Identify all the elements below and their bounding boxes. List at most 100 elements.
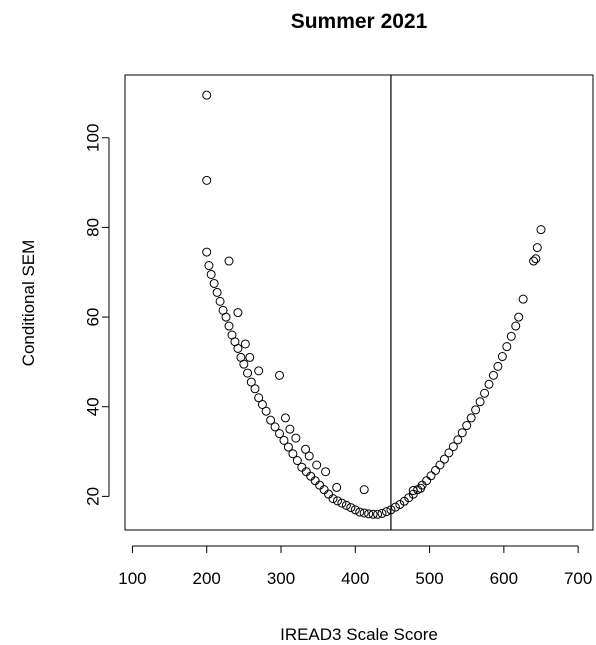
data-point [337, 498, 347, 508]
data-point [471, 405, 481, 415]
data-point [453, 435, 463, 445]
x-tick-label: 500 [415, 569, 443, 588]
data-point [457, 428, 467, 438]
data-point [301, 444, 311, 454]
data-point [275, 429, 285, 439]
data-points [202, 90, 546, 519]
data-point [240, 339, 250, 349]
data-point [536, 225, 546, 235]
data-point [257, 399, 267, 409]
data-point [283, 442, 293, 452]
data-point [359, 508, 369, 518]
data-point [280, 413, 290, 423]
data-point [484, 379, 494, 389]
data-point [506, 331, 516, 341]
data-point [373, 509, 383, 519]
data-point [328, 494, 338, 504]
data-point [529, 256, 539, 266]
data-point [285, 424, 295, 434]
data-point [511, 321, 521, 331]
data-point [439, 454, 449, 464]
axes: 100 200 300 400 500 600 700 20 40 60 80 100 [83, 75, 592, 588]
data-point [332, 496, 342, 506]
data-point [321, 467, 331, 477]
data-point [315, 480, 325, 490]
data-point [310, 476, 320, 486]
data-point [306, 471, 316, 481]
data-point [233, 343, 243, 353]
data-point [466, 413, 476, 423]
data-point [206, 269, 216, 279]
data-point [279, 435, 289, 445]
data-point [502, 342, 512, 352]
y-tick-label: 100 [83, 124, 102, 152]
data-point [381, 507, 391, 517]
data-point [416, 483, 426, 493]
data-point [390, 502, 400, 512]
data-point [426, 471, 436, 481]
y-tick-label: 80 [83, 218, 102, 237]
x-axis-label: IREAD3 Scale Score [280, 625, 438, 644]
data-point [202, 90, 212, 100]
data-point [239, 359, 249, 369]
data-point [497, 352, 507, 362]
data-point [386, 505, 396, 515]
data-point [204, 261, 214, 271]
chart-title: Summer 2021 [291, 10, 428, 33]
data-point [422, 476, 432, 486]
data-point [364, 509, 374, 519]
data-point [275, 370, 285, 380]
data-point [332, 482, 342, 492]
data-point [212, 287, 222, 297]
data-point [270, 422, 280, 432]
data-point [209, 278, 219, 288]
data-point [243, 368, 253, 378]
x-tick-label: 300 [267, 569, 295, 588]
data-point [221, 312, 231, 322]
data-point [395, 499, 405, 509]
data-point [431, 465, 441, 475]
data-point [346, 503, 356, 513]
x-tick-label: 600 [490, 569, 518, 588]
data-point [475, 397, 485, 407]
data-point [448, 442, 458, 452]
data-point [480, 388, 490, 398]
data-point [350, 505, 360, 515]
data-point [245, 352, 255, 362]
data-point [292, 456, 302, 466]
data-point [215, 296, 225, 306]
data-point [224, 256, 234, 266]
data-point [359, 485, 369, 495]
data-point [288, 449, 298, 459]
data-point [301, 467, 311, 477]
data-point [493, 361, 503, 371]
y-tick-label: 40 [83, 397, 102, 416]
data-point [250, 384, 260, 394]
data-point [377, 508, 387, 518]
data-point [224, 321, 234, 331]
data-point [246, 377, 256, 387]
x-tick-label: 400 [341, 569, 369, 588]
data-point [312, 460, 322, 470]
data-point [202, 175, 212, 185]
y-tick-label: 20 [83, 487, 102, 506]
data-point [291, 433, 301, 443]
data-point [319, 485, 329, 495]
data-point [341, 500, 351, 510]
data-point [514, 312, 524, 322]
data-point [304, 451, 314, 461]
data-point [254, 366, 264, 376]
data-point [444, 448, 454, 458]
data-point [355, 507, 365, 517]
data-point [435, 460, 445, 470]
data-point [266, 415, 276, 425]
data-point [488, 370, 498, 380]
data-point [518, 294, 528, 304]
data-point [202, 247, 212, 257]
x-tick-label: 200 [193, 569, 221, 588]
y-tick-label: 60 [83, 308, 102, 327]
data-point [297, 462, 307, 472]
data-point [368, 509, 378, 519]
y-axis-label: Conditional SEM [19, 240, 38, 367]
